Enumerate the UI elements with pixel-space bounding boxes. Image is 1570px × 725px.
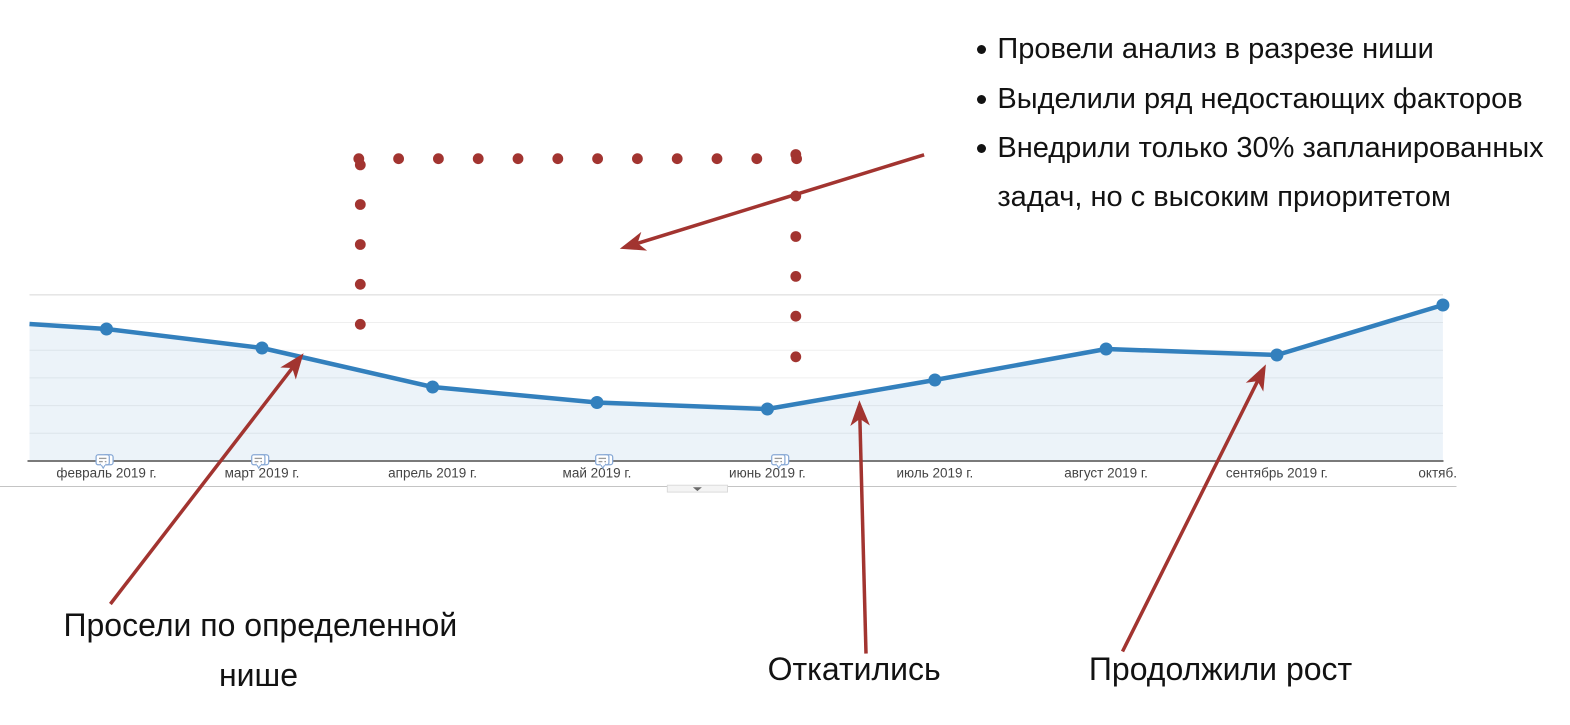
svg-text:сентябрь 2019 г.: сентябрь 2019 г. xyxy=(1226,466,1328,481)
svg-text:апрель 2019 г.: апрель 2019 г. xyxy=(388,466,477,481)
svg-text:октяб.: октяб. xyxy=(1418,466,1457,481)
svg-text:июнь 2019 г.: июнь 2019 г. xyxy=(729,466,806,481)
svg-text:август 2019 г.: август 2019 г. xyxy=(1064,466,1148,481)
svg-text:март 2019 г.: март 2019 г. xyxy=(225,466,300,481)
svg-text:февраль 2019 г.: февраль 2019 г. xyxy=(56,466,156,481)
svg-text:май 2019 г.: май 2019 г. xyxy=(563,466,632,481)
svg-text:июль 2019 г.: июль 2019 г. xyxy=(896,466,973,481)
